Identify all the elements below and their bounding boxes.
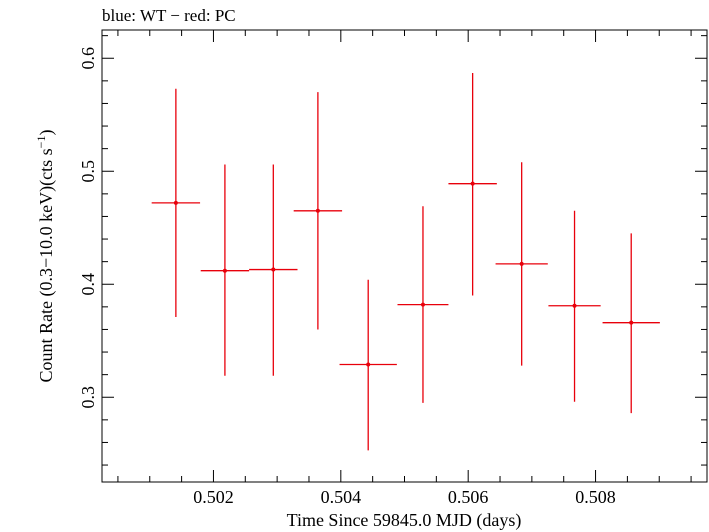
point-marker (173, 200, 178, 205)
point-marker (470, 181, 475, 186)
data-point (495, 162, 548, 366)
data-point (448, 72, 497, 296)
point-marker (271, 267, 276, 272)
point-marker (629, 320, 634, 325)
data-point (548, 210, 601, 402)
data-point (602, 233, 660, 414)
axis-ticks (102, 30, 707, 482)
point-marker (420, 302, 425, 307)
plot-frame (101, 29, 708, 483)
y-tick-label: 0.4 (78, 273, 98, 296)
data-point (249, 164, 298, 376)
data-point (151, 88, 201, 318)
point-marker (572, 303, 577, 308)
point-marker (315, 208, 320, 213)
axis-tick-labels: 0.502 0.504 0.506 0.508 0.3 0.4 0.5 0.6 (78, 47, 616, 507)
data-point (397, 206, 449, 403)
y-axis-title-superscript: −1 (34, 136, 48, 149)
point-marker (366, 362, 371, 367)
y-axis-title-tail: ) (36, 130, 57, 136)
data-point (293, 92, 343, 330)
y-tick-label: 0.5 (78, 160, 98, 183)
point-marker (222, 268, 227, 273)
y-axis-title-main: Count Rate (0.3−10.0 keV)(cts s (36, 148, 57, 382)
chart-title: blue: WT − red: PC (102, 6, 236, 25)
data-point (200, 164, 250, 376)
x-tick-label: 0.504 (321, 487, 362, 507)
x-tick-label: 0.508 (575, 487, 616, 507)
x-axis-title: Time Since 59845.0 MJD (days) (287, 510, 522, 531)
x-tick-label: 0.502 (193, 487, 234, 507)
y-axis-title: Count Rate (0.3−10.0 keV)(cts s−1) (34, 130, 57, 383)
data-points (151, 72, 660, 451)
point-marker (519, 261, 524, 266)
data-point (339, 279, 397, 451)
y-tick-label: 0.3 (78, 386, 98, 409)
y-tick-label: 0.6 (78, 47, 98, 70)
x-tick-label: 0.506 (448, 487, 489, 507)
